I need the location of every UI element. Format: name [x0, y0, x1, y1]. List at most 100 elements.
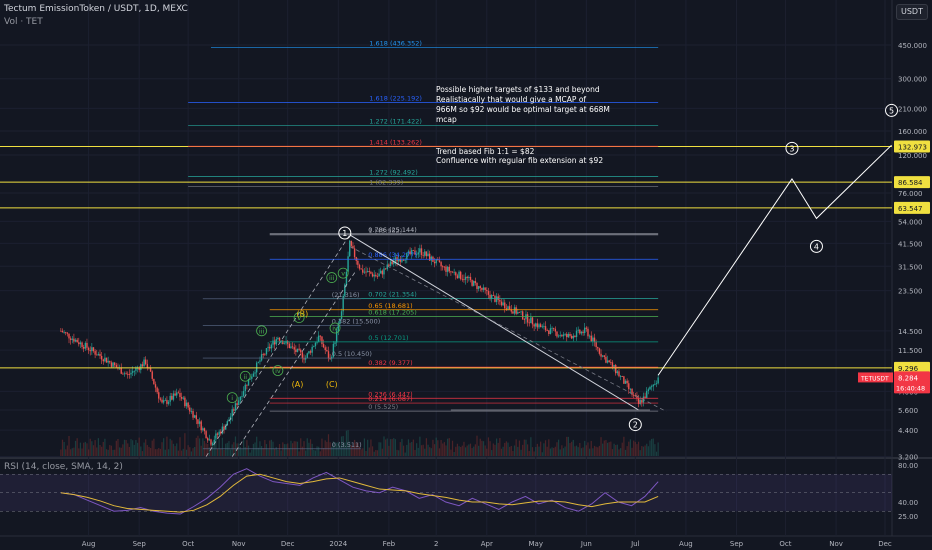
volume-bar: [203, 441, 206, 456]
candle-body: [584, 327, 586, 333]
volume-bar: [484, 445, 486, 456]
volume-bar: [280, 450, 282, 456]
volume-bar: [522, 444, 524, 456]
candle-body: [252, 373, 255, 377]
volume-bar: [636, 444, 638, 456]
fib-level-label: 0.65 (18.681): [368, 302, 412, 310]
candle-body: [587, 328, 589, 337]
volume-bar: [291, 443, 294, 456]
candle-body: [234, 403, 237, 411]
volume-bar: [404, 452, 406, 456]
volume-bar: [340, 436, 343, 456]
volume-bar: [657, 442, 659, 456]
candle-body: [164, 399, 166, 401]
volume-bar: [602, 443, 604, 456]
volume-bar: [464, 447, 467, 456]
candle-body: [301, 352, 304, 359]
subwave-label: i: [231, 394, 233, 402]
candle-body: [517, 312, 519, 314]
fib-extension-label: 1.272 (92.492): [369, 169, 418, 177]
candle-body: [481, 288, 483, 290]
candle-body: [538, 324, 540, 328]
candle-body: [241, 396, 243, 397]
volume-bar: [247, 445, 250, 456]
volume-bar: [114, 449, 116, 456]
volume-bar: [634, 441, 636, 456]
volume-bar: [489, 441, 491, 456]
volume-bar: [562, 448, 565, 456]
candle-body: [96, 354, 98, 356]
candle-body: [386, 264, 388, 270]
wave-circle-label: 2: [633, 421, 638, 430]
candle-body: [458, 271, 460, 279]
candle-body: [443, 266, 446, 268]
volume-bar: [424, 448, 426, 456]
candle-body: [339, 319, 341, 324]
volume-bar: [156, 449, 158, 456]
candle-body: [257, 361, 260, 363]
volume-bar: [83, 442, 85, 456]
volume-bar: [313, 450, 315, 456]
volume-bar: [381, 448, 383, 456]
candle-body: [464, 276, 467, 280]
down-channel-upper: [349, 234, 639, 411]
candle-body: [202, 428, 204, 431]
volume-bar: [633, 440, 635, 456]
candle-body: [267, 346, 269, 349]
volume-bar: [260, 446, 263, 456]
volume-bar: [181, 450, 183, 456]
candle-body: [461, 278, 464, 280]
candle-body: [619, 376, 622, 377]
volume-bar: [448, 438, 450, 456]
volume-bar: [301, 446, 303, 456]
annotation-text: mcap: [436, 115, 457, 124]
candle-body: [251, 376, 253, 379]
volume-bar: [569, 443, 571, 456]
candle-body: [91, 347, 93, 352]
volume-bar: [298, 451, 300, 456]
volume-bar: [161, 442, 163, 456]
volume-bar: [215, 438, 217, 456]
subwave-label: v: [341, 270, 345, 278]
axis-level-tag-text: 86.584: [898, 179, 923, 187]
volume-bar: [87, 449, 90, 456]
candle-body: [621, 376, 623, 377]
volume-bar: [360, 449, 362, 456]
volume-bar: [212, 445, 214, 456]
volume-bar: [414, 449, 416, 456]
volume-bar: [352, 446, 354, 456]
volume-bar: [417, 447, 419, 456]
subwave-circle: [337, 267, 349, 279]
volume-bar: [249, 452, 251, 456]
volume-bar: [331, 446, 333, 456]
fib-level-label: 0 (5.525): [368, 403, 398, 411]
volume-bar: [96, 447, 98, 456]
candle-body: [158, 392, 160, 399]
volume-bar: [510, 445, 512, 456]
candle-body: [115, 364, 118, 368]
volume-bar: [216, 448, 219, 456]
candle-body: [544, 326, 547, 331]
candle-body: [347, 256, 349, 272]
candle-body: [296, 348, 299, 352]
volume-bar: [399, 442, 401, 456]
corrective-wave-label: (C): [326, 380, 338, 389]
subwave-label: iii: [329, 274, 335, 282]
annotation-text: 966M so $92 would be optimal target at 6…: [436, 105, 610, 114]
candle-body: [239, 396, 242, 401]
currency-button[interactable]: USDT: [896, 4, 928, 20]
candle-body: [487, 291, 490, 295]
volume-bar: [109, 445, 111, 456]
volume-bar: [451, 440, 454, 456]
volume-bar: [460, 446, 462, 456]
candle-body: [399, 258, 402, 262]
volume-bar: [440, 439, 442, 456]
candle-body: [365, 271, 367, 273]
fib-extension-label: 1.618 (225.192): [369, 95, 422, 103]
candle-body: [641, 400, 643, 403]
volume-bar: [549, 448, 552, 456]
fib-level-label: 0.382 (9.377): [368, 359, 412, 367]
annotation-text: Realistiacally that would give a MCAP of: [436, 95, 586, 104]
